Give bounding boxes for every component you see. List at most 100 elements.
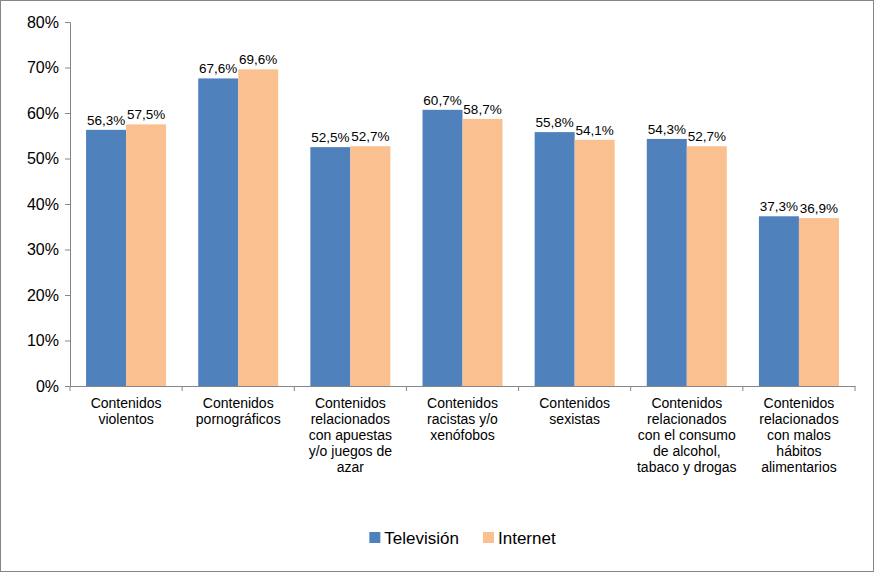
y-tick: 60% bbox=[27, 105, 70, 122]
legend-label: Internet bbox=[498, 529, 556, 548]
x-tick: Contenidospornográficos bbox=[196, 386, 281, 427]
category-separators bbox=[70, 386, 855, 391]
bar bbox=[463, 119, 503, 386]
x-tick-label: Contenidospornográficos bbox=[196, 395, 281, 427]
x-tick: Contenidosrelacionadoscon apuestasy/o ju… bbox=[309, 386, 392, 475]
x-tick-label: Contenidosrelacionadoscon maloshábitosal… bbox=[759, 395, 838, 475]
x-tick-label-line: tabaco y drogas bbox=[637, 459, 737, 475]
y-tick: 0% bbox=[36, 378, 70, 395]
bar bbox=[198, 78, 238, 386]
x-tick: Contenidosrelacionadoscon el consumode a… bbox=[637, 386, 737, 475]
bar bbox=[759, 216, 799, 386]
y-axis: 0% 10% 20% 30% 40% 50% 60% 70% 80% bbox=[27, 14, 71, 395]
y-tick: 10% bbox=[27, 332, 70, 349]
bar bbox=[350, 146, 390, 386]
x-tick-label-line: xenófobos bbox=[430, 427, 495, 443]
x-tick-label-line: Contenidos bbox=[539, 395, 610, 411]
x-tick-label-line: Contenidos bbox=[315, 395, 386, 411]
y-tick-label: 10% bbox=[27, 332, 59, 349]
legend-item: Televisión bbox=[369, 529, 459, 548]
x-tick-label-line: Contenidos bbox=[427, 395, 498, 411]
y-tick-mark bbox=[65, 22, 70, 23]
category-separator bbox=[294, 386, 295, 391]
x-tick-label-line: con el consumo bbox=[638, 427, 736, 443]
legend: Televisión Internet bbox=[369, 529, 556, 548]
x-tick-label: Contenidosrelacionadoscon el consumode a… bbox=[637, 395, 737, 475]
y-tick-mark bbox=[65, 204, 70, 205]
y-tick: 30% bbox=[27, 241, 70, 258]
y-tick-mark bbox=[65, 113, 70, 114]
category-separator bbox=[855, 386, 856, 391]
category-separator bbox=[742, 386, 743, 391]
x-tick-label-line: hábitos bbox=[776, 443, 821, 459]
y-tick-mark bbox=[65, 341, 70, 342]
y-tick-mark bbox=[65, 159, 70, 160]
x-tick: Contenidosrelacionadoscon maloshábitosal… bbox=[759, 386, 838, 475]
data-label: 52,7% bbox=[351, 129, 389, 144]
data-label: 37,3% bbox=[760, 199, 798, 214]
data-label: 58,7% bbox=[463, 102, 501, 117]
x-tick-label-line: Contenidos bbox=[91, 395, 162, 411]
chart-frame bbox=[1, 1, 874, 572]
x-axis: ContenidosviolentosContenidospornográfic… bbox=[71, 386, 856, 475]
y-tick-label: 30% bbox=[27, 241, 59, 258]
x-tick-label-line: Contenidos bbox=[203, 395, 274, 411]
legend-label: Televisión bbox=[384, 529, 459, 548]
x-tick-label-line: con apuestas bbox=[309, 427, 392, 443]
x-tick-label: Contenidosracistas y/oxenófobos bbox=[427, 395, 498, 443]
y-tick-label: 70% bbox=[27, 59, 59, 76]
data-label: 69,6% bbox=[239, 52, 277, 67]
data-label: 52,5% bbox=[311, 130, 349, 145]
y-tick-label: 20% bbox=[27, 287, 59, 304]
bar bbox=[799, 218, 839, 386]
x-tick-label-line: sexistas bbox=[549, 411, 600, 427]
y-tick-label: 50% bbox=[27, 150, 59, 167]
y-tick: 20% bbox=[27, 287, 70, 304]
data-label: 56,3% bbox=[87, 113, 125, 128]
x-tick-label-line: Contenidos bbox=[764, 395, 835, 411]
y-tick-label: 80% bbox=[27, 14, 59, 31]
plot-area bbox=[86, 69, 839, 386]
data-label: 57,5% bbox=[127, 107, 165, 122]
y-tick-mark bbox=[65, 68, 70, 69]
bar bbox=[310, 147, 350, 386]
x-tick-label-line: violentos bbox=[98, 411, 153, 427]
y-tick: 70% bbox=[27, 59, 70, 76]
y-tick: 40% bbox=[27, 196, 70, 213]
bar bbox=[687, 146, 727, 386]
data-label: 55,8% bbox=[536, 115, 574, 130]
x-tick-label-line: racistas y/o bbox=[427, 411, 498, 427]
bar bbox=[238, 69, 278, 386]
data-label: 67,6% bbox=[199, 61, 237, 76]
data-label: 36,9% bbox=[800, 201, 838, 216]
y-tick-mark bbox=[65, 250, 70, 251]
x-tick-label-line: azar bbox=[337, 459, 365, 475]
x-axis-line bbox=[71, 386, 856, 387]
legend-swatch bbox=[369, 532, 380, 543]
x-tick: Contenidossexistas bbox=[539, 386, 610, 427]
data-label: 54,1% bbox=[576, 123, 614, 138]
y-tick-label: 60% bbox=[27, 105, 59, 122]
x-tick: Contenidosracistas y/oxenófobos bbox=[427, 386, 498, 443]
category-separator bbox=[630, 386, 631, 391]
y-tick-label: 0% bbox=[36, 378, 59, 395]
x-tick-label-line: Contenidos bbox=[651, 395, 722, 411]
y-axis-line bbox=[65, 23, 71, 387]
chart: 0%10%20%30%40%50%60%70%80%Contenidosviol… bbox=[0, 0, 874, 572]
bar bbox=[423, 110, 463, 386]
x-tick-label: Contenidosrelacionadoscon apuestasy/o ju… bbox=[309, 395, 392, 475]
bar-series bbox=[86, 78, 799, 386]
bar-series bbox=[126, 69, 839, 386]
y-tick-mark bbox=[65, 295, 70, 296]
x-tick-label-line: pornográficos bbox=[196, 411, 281, 427]
category-separator bbox=[518, 386, 519, 391]
x-tick: Contenidosviolentos bbox=[91, 386, 162, 427]
y-tick-mark bbox=[65, 386, 70, 387]
bar bbox=[575, 140, 615, 386]
y-tick: 80% bbox=[27, 14, 70, 31]
data-label: 54,3% bbox=[648, 122, 686, 137]
category-separator bbox=[406, 386, 407, 391]
bar bbox=[535, 132, 575, 386]
x-tick-label-line: alimentarios bbox=[761, 459, 836, 475]
x-tick-label-line: relacionados bbox=[311, 411, 390, 427]
